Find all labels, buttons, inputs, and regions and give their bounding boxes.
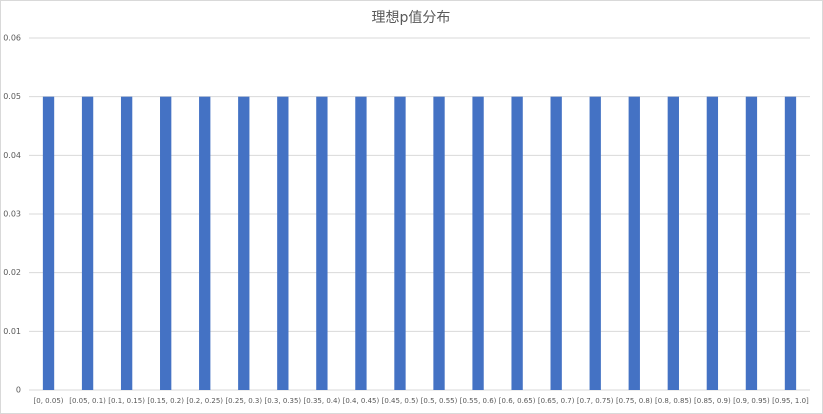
- x-tick-label: [0.35, 0.4): [304, 397, 341, 405]
- x-tick-label: [0.4, 0.45): [343, 397, 380, 405]
- x-tick-label: [0.15, 0.2): [147, 397, 184, 405]
- y-tick-label: 0: [16, 386, 21, 395]
- y-tick-label: 0.03: [3, 210, 21, 219]
- chart-title: 理想p值分布: [372, 10, 451, 26]
- y-tick-label: 0.01: [3, 327, 21, 336]
- bar: [277, 96, 289, 391]
- bar: [589, 96, 601, 391]
- bar: [667, 96, 679, 391]
- x-tick-label: [0, 0.05): [34, 397, 64, 405]
- x-tick-label: [0.5, 0.55): [421, 397, 458, 405]
- x-tick-label: [0.6, 0.65): [499, 397, 536, 405]
- x-tick-label: [0.05, 0.1): [69, 397, 106, 405]
- x-tick-label: [0.75, 0.8): [616, 397, 653, 405]
- bar: [511, 96, 523, 391]
- y-tick-label: 0.05: [3, 92, 21, 101]
- bar: [316, 96, 328, 391]
- x-tick-label: [0.95, 1.0]: [772, 397, 809, 405]
- x-tick-label: [0.1, 0.15): [108, 397, 145, 405]
- bar: [394, 96, 406, 391]
- bar: [472, 96, 484, 391]
- bar: [160, 96, 172, 391]
- y-tick-label: 0.02: [3, 268, 21, 277]
- bar: [784, 96, 797, 391]
- x-tick-label: [0.55, 0.6): [460, 397, 497, 405]
- x-tick-label: [0.45, 0.5): [382, 397, 419, 405]
- bar: [42, 96, 55, 391]
- bar: [355, 96, 367, 391]
- bar: [433, 96, 445, 391]
- bar: [81, 96, 94, 391]
- x-tick-label: [0.65, 0.7): [538, 397, 575, 405]
- x-tick-label: [0.9, 0.95): [733, 397, 770, 405]
- x-tick-label: [0.25, 0.3): [225, 397, 262, 405]
- bar: [238, 96, 250, 391]
- y-tick-label: 0.06: [3, 34, 21, 43]
- bar: [706, 96, 719, 391]
- bar: [628, 96, 640, 391]
- x-tick-label: [0.8, 0.85): [655, 397, 692, 405]
- x-tick-label: [0.2, 0.25): [186, 397, 223, 405]
- bar: [550, 96, 562, 391]
- bar: [745, 96, 758, 391]
- bar: [199, 96, 211, 391]
- x-tick-label: [0.85, 0.9): [694, 397, 731, 405]
- y-tick-label: 0.04: [3, 151, 21, 160]
- x-tick-label: [0.3, 0.35): [265, 397, 302, 405]
- x-tick-label: [0.7, 0.75): [577, 397, 614, 405]
- bar: [120, 96, 133, 391]
